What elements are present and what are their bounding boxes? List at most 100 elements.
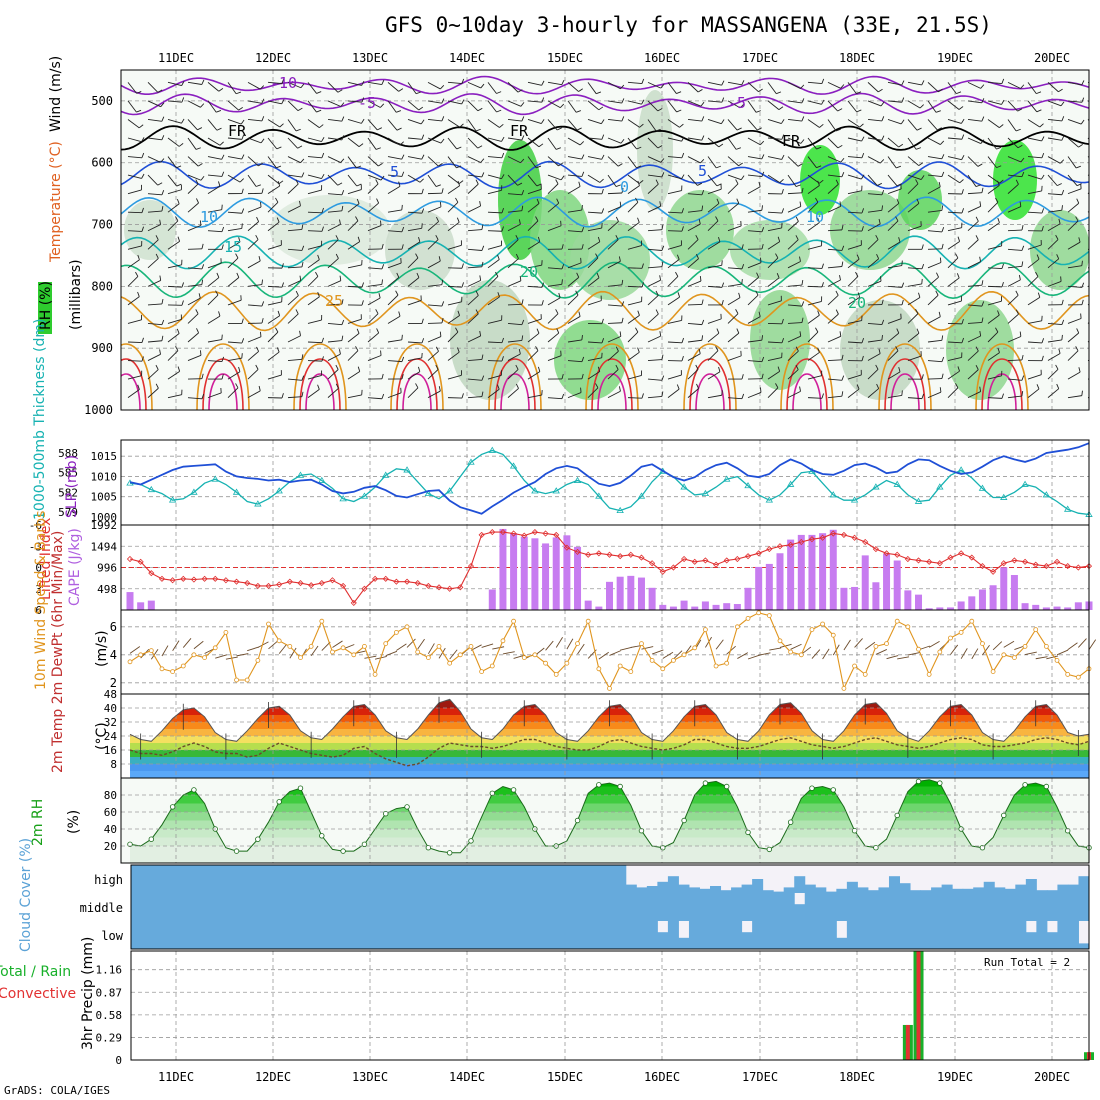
wind-barb-flag	[175, 346, 179, 351]
isotherm-label: 10	[806, 208, 824, 226]
bottom-date-label: 18DEC	[839, 1070, 875, 1084]
wind-barb	[347, 137, 360, 147]
cape-bar	[606, 581, 613, 610]
wind-barb-flag	[1036, 91, 1042, 95]
wind-barb	[887, 241, 901, 250]
wind-barb-flag	[401, 334, 403, 340]
bottom-date-label: 17DEC	[742, 1070, 778, 1084]
bottom-date-label: 12DEC	[255, 1070, 291, 1084]
wind-barb-flag	[317, 291, 320, 297]
surface-isotherm-arch	[121, 373, 141, 410]
cloud-cell-high	[573, 865, 585, 893]
wind-barb	[607, 81, 621, 90]
cloud-cell-low	[299, 921, 311, 949]
wind-barb-flag	[775, 253, 779, 259]
wind-barb-flag	[657, 108, 663, 112]
wind-barb-flag	[601, 338, 605, 344]
wind-barb-flag	[301, 245, 305, 251]
wind-barb	[167, 137, 180, 147]
wind-barb-flag	[1041, 355, 1044, 361]
wind-barb-flag	[560, 175, 565, 181]
wind-barb	[567, 209, 582, 213]
wind-barb	[707, 156, 717, 169]
wind-barb-flag	[396, 110, 402, 113]
wind-barb-flag	[901, 390, 903, 396]
wind10m-point	[1033, 627, 1039, 632]
surface-isotherm-arch	[878, 343, 932, 410]
wind-barb-flag	[1021, 354, 1024, 361]
wind-barb-flag	[221, 226, 225, 232]
cloud-cell-middle	[204, 893, 216, 921]
cloud-cell-middle	[1067, 893, 1079, 921]
wind-barb	[947, 341, 963, 344]
wind-barb	[1087, 229, 1089, 232]
wind-barb	[607, 350, 619, 361]
wind-barb	[347, 285, 363, 288]
wind-barb	[327, 353, 341, 361]
wind-barb	[747, 100, 757, 113]
wind-barb	[367, 355, 382, 361]
wind-barb-flag	[335, 253, 339, 259]
cloud-cell-high	[1046, 890, 1058, 893]
wind-barb-flag	[435, 346, 439, 352]
wind-barb	[1027, 244, 1042, 250]
wind-barb	[467, 137, 479, 149]
cloud-cell-low	[573, 921, 585, 949]
wind-barb	[547, 100, 561, 109]
wind-barb-flag	[538, 143, 544, 148]
wind-barb	[127, 174, 142, 179]
wind-barb-flag	[416, 91, 422, 95]
temp-tick-label: 48	[104, 688, 117, 701]
cape-bar	[829, 529, 837, 610]
wind-barb-flag	[816, 165, 822, 169]
wind-barb-flag	[601, 208, 605, 214]
temp-band	[130, 764, 1089, 771]
wind-barb	[447, 137, 458, 150]
lifted-index-point	[915, 557, 922, 564]
wind-barb	[147, 369, 159, 380]
wind-barb	[907, 313, 919, 324]
wind-barb-flag	[979, 201, 982, 207]
wind-barb	[707, 371, 721, 380]
wind-barb-flag	[896, 198, 900, 204]
wind-barb-flag	[481, 391, 484, 397]
cloud-cell-middle	[141, 893, 153, 921]
wind-barb-flag	[939, 387, 942, 393]
thickness-point	[403, 466, 411, 473]
cloud-cell-high	[952, 888, 964, 893]
wind-barb	[907, 355, 922, 361]
wind-barb	[627, 201, 639, 213]
wind-barb	[327, 210, 342, 213]
wind-barb	[947, 257, 959, 269]
wind-barb-flag	[718, 143, 724, 148]
wind-barb	[507, 303, 523, 306]
wind-barb	[847, 156, 862, 159]
wind10m-barb	[257, 641, 269, 648]
wind-barb	[907, 156, 919, 166]
wind-barb	[447, 100, 462, 105]
wind-barb	[607, 260, 621, 269]
wind-barb-flag	[321, 152, 325, 158]
cloud-cell-low	[320, 921, 332, 949]
cloud-cell-high	[846, 881, 858, 893]
wind-barb-flag	[735, 309, 739, 314]
wind-barb	[427, 304, 442, 307]
cape-bar	[510, 533, 518, 610]
cloud-cell-middle	[152, 893, 164, 921]
wind-barb	[947, 241, 960, 250]
wind-barb-flag	[141, 356, 144, 362]
wind10m-point	[852, 663, 857, 669]
rh2m-point	[873, 845, 879, 851]
cloud-cell-low	[773, 921, 785, 949]
wind-barb-flag	[241, 338, 245, 344]
cloud-cell-high	[257, 865, 269, 893]
wind10m-point	[916, 646, 921, 652]
cloud-cell-high	[415, 865, 427, 893]
wind-barb	[867, 339, 882, 343]
cloud-cell-low	[288, 921, 300, 949]
cloud-cell-middle	[278, 893, 290, 921]
wind-barb	[267, 221, 280, 232]
wind-barb	[607, 137, 622, 144]
wind-barb	[1067, 371, 1081, 380]
